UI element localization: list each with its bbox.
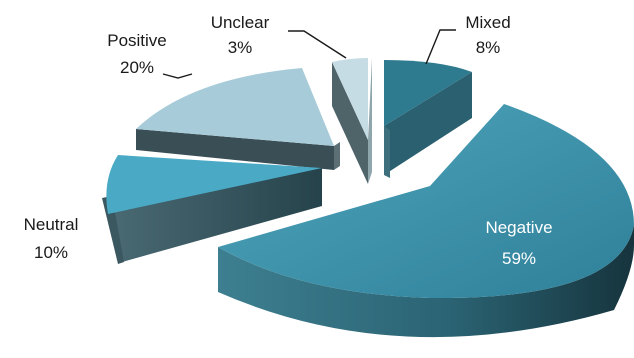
label-positive-value: 20%: [120, 58, 154, 77]
slice-negative-top: [218, 104, 634, 299]
leader-line-positive: [162, 73, 193, 79]
label-negative-name: Negative: [485, 218, 552, 237]
slice-positive: [136, 68, 340, 170]
label-unclear-value: 3%: [228, 38, 253, 57]
label-negative-value: 59%: [502, 249, 536, 268]
label-mixed-value: 8%: [476, 38, 501, 57]
slice-negative-side: [218, 225, 634, 338]
slice-unclear-side-left: [332, 62, 368, 184]
slice-mixed-side-front: [384, 126, 390, 178]
slice-neutral-top: [106, 155, 322, 214]
leader-line-unclear: [288, 30, 347, 59]
slice-neutral-side-left: [102, 196, 124, 264]
leader-line-mixed: [425, 29, 456, 65]
slice-unclear: [332, 58, 372, 184]
slice-positive-top: [136, 68, 334, 146]
label-unclear-name: Unclear: [211, 13, 270, 32]
label-positive-name: Positive: [107, 31, 167, 50]
label-mixed-name: Mixed: [465, 13, 510, 32]
slice-unclear-side-right: [368, 58, 372, 184]
slice-mixed-top: [384, 60, 472, 126]
slice-neutral: [102, 155, 322, 264]
slice-mixed-side: [384, 72, 472, 175]
slice-positive-side: [136, 129, 334, 170]
slice-negative: [218, 104, 634, 338]
label-neutral-value: 10%: [34, 243, 68, 262]
slice-unclear-top: [332, 58, 368, 140]
slice-mixed: [384, 60, 472, 178]
slice-positive-side-right: [334, 142, 340, 170]
label-neutral-name: Neutral: [24, 215, 79, 234]
